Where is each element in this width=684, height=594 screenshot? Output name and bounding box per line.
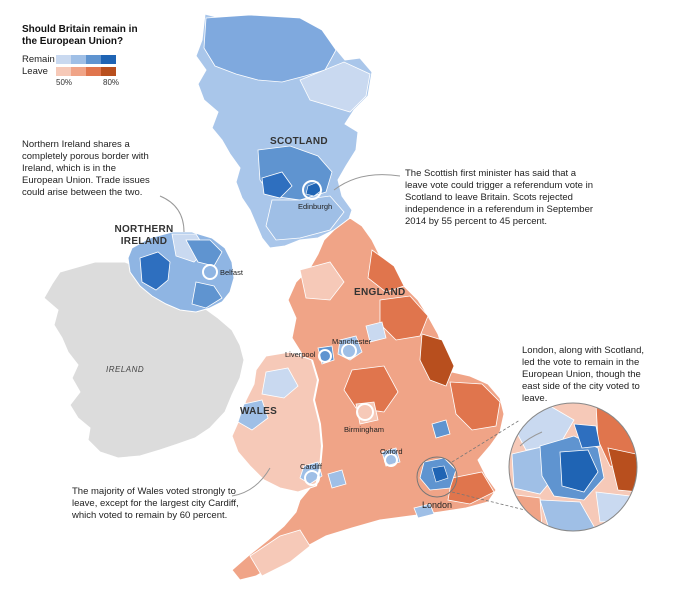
- legend-remain-swatch: [56, 55, 71, 64]
- scotland-highlands: [203, 14, 337, 83]
- liverpool-marker: [318, 349, 332, 363]
- devon-cornwall: [249, 529, 311, 577]
- scotland-glasgow: [261, 171, 293, 199]
- city-label-belfast: Belfast: [220, 268, 243, 277]
- city-label-manchester: Manchester: [332, 337, 372, 346]
- london-leader-line: [519, 431, 543, 447]
- lincolnshire-dark: [419, 333, 455, 387]
- legend-leave-swatch: [86, 67, 101, 76]
- scotland-leader-line: [333, 174, 401, 191]
- city-label-liverpool: Liverpool: [285, 350, 316, 359]
- lake-district-light: [299, 261, 345, 301]
- zoom-connector-bottom: [451, 491, 526, 511]
- london-zoom-border: [508, 402, 638, 532]
- ni-leader-line: [159, 195, 185, 233]
- annotation-northern-ireland: Northern Ireland shares a completely por…: [22, 139, 150, 198]
- annotation-wales: The majority of Wales voted strongly to …: [72, 486, 239, 521]
- cambridge-district: [431, 419, 451, 439]
- north-east-patch: [367, 249, 405, 293]
- annotation-scotland: The Scottish first minister has said tha…: [405, 168, 594, 227]
- manchester-marker: [341, 343, 357, 359]
- region-label-ireland: IRELAND: [106, 365, 145, 374]
- legend-remain-swatch: [86, 55, 101, 64]
- london-marker: [416, 456, 458, 498]
- region-label-scotland: SCOTLAND: [270, 136, 328, 147]
- ni-district-mid: [191, 281, 223, 309]
- legend-remain-swatch: [101, 55, 116, 64]
- legend-remain-label: Remain: [22, 54, 55, 65]
- london-zoom-inset: [509, 403, 637, 531]
- city-label-cardiff: Cardiff: [300, 462, 322, 471]
- legend-leave-label: Leave: [22, 66, 48, 77]
- belfast-marker: [202, 264, 218, 280]
- kent-patch: [447, 471, 495, 505]
- edinburgh-marker: [302, 180, 322, 200]
- city-label-birmingham: Birmingham: [344, 425, 385, 434]
- midlands-patch: [343, 365, 399, 413]
- legend-leave-swatch: [101, 67, 116, 76]
- cardiff-marker: [304, 470, 320, 486]
- legend-leave-swatch: [56, 67, 71, 76]
- city-label-london: London: [422, 500, 453, 510]
- oxford-marker: [384, 453, 398, 467]
- ni-district-dark: [139, 251, 171, 291]
- east-anglia-patch: [449, 381, 501, 431]
- brighton-district: [413, 503, 435, 519]
- legend-title: Should Britain remain in the European Un…: [22, 24, 138, 47]
- region-label-england: ENGLAND: [354, 287, 406, 298]
- legend-remain-swatch: [71, 55, 86, 64]
- wales-leader-line: [231, 467, 271, 497]
- birmingham-marker: [356, 403, 374, 421]
- leeds-district: [365, 321, 387, 343]
- wales-gwynedd: [237, 399, 269, 431]
- legend-tick-low: 50%: [56, 78, 73, 87]
- scotland-east: [299, 61, 371, 113]
- zoom-connector-top: [451, 419, 521, 463]
- city-label-edinburgh: Edinburgh: [298, 202, 333, 211]
- wales-north: [261, 367, 299, 399]
- region-label-wales: WALES: [240, 406, 278, 417]
- annotation-london: London, along with Scotland, led the vot…: [522, 345, 645, 404]
- region-label-northern-ireland: NORTHERN IRELAND: [114, 224, 174, 247]
- legend-tick-high: 80%: [103, 78, 120, 87]
- bristol-district: [327, 469, 347, 489]
- legend-leave-swatch: [71, 67, 86, 76]
- ni-district-mid2: [185, 239, 223, 267]
- london-core: [431, 465, 449, 483]
- city-label-oxford: Oxford: [380, 447, 403, 456]
- wales-england-border: [311, 359, 324, 487]
